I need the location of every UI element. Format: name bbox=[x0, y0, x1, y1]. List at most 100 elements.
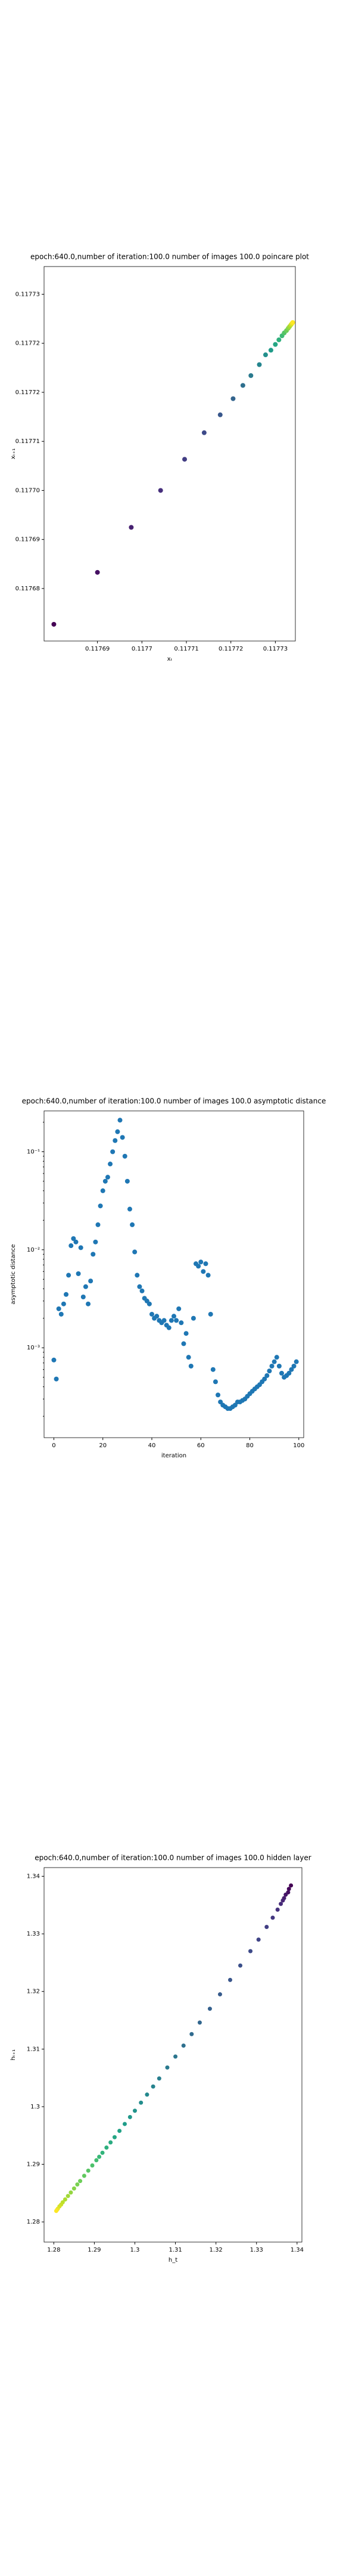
point bbox=[217, 412, 223, 417]
point bbox=[198, 1259, 204, 1265]
point bbox=[174, 1318, 179, 1323]
point bbox=[264, 1373, 270, 1378]
point bbox=[112, 2135, 117, 2140]
point bbox=[182, 457, 188, 462]
point bbox=[66, 1272, 71, 1278]
point bbox=[56, 1306, 61, 1311]
chart-title: epoch:640.0,number of iteration:100.0 nu… bbox=[30, 253, 309, 261]
point bbox=[186, 1355, 191, 1360]
point bbox=[120, 1135, 125, 1140]
y-tick-label: 1.32 bbox=[27, 1989, 40, 1995]
point bbox=[88, 1278, 93, 1284]
point bbox=[83, 1284, 88, 1289]
point bbox=[196, 1264, 201, 1269]
point bbox=[149, 1311, 154, 1317]
point bbox=[276, 337, 282, 342]
point bbox=[165, 2065, 170, 2070]
point bbox=[51, 621, 57, 627]
x-axis-label: xₜ bbox=[167, 656, 173, 662]
point bbox=[100, 2150, 105, 2155]
point bbox=[146, 1301, 152, 1306]
x-tick-label: 1.3 bbox=[130, 2247, 140, 2253]
point bbox=[286, 1887, 291, 1891]
point bbox=[283, 1892, 288, 1897]
point bbox=[108, 2140, 113, 2145]
point bbox=[181, 2044, 186, 2048]
point bbox=[289, 1367, 294, 1372]
x-tick-label: 40 bbox=[148, 1442, 156, 1449]
x-tick-label: 0.11773 bbox=[263, 646, 288, 652]
point bbox=[291, 1363, 297, 1368]
point bbox=[133, 2109, 138, 2113]
x-tick-label: 0.11769 bbox=[85, 646, 110, 652]
point bbox=[76, 1271, 81, 1276]
y-tick-label: 0.11769 bbox=[15, 537, 40, 543]
point bbox=[188, 1363, 194, 1368]
point bbox=[78, 1245, 83, 1250]
point bbox=[64, 1292, 69, 1297]
point bbox=[273, 342, 278, 347]
point bbox=[122, 2122, 127, 2126]
point bbox=[166, 1325, 172, 1330]
point bbox=[169, 1318, 174, 1323]
point bbox=[276, 1363, 282, 1368]
chart: epoch:640.0,number of iteration:100.0 nu… bbox=[10, 1854, 311, 2264]
point bbox=[248, 1949, 253, 1953]
point bbox=[213, 1379, 218, 1385]
y-tick-label: 0.11772 bbox=[15, 340, 40, 347]
point bbox=[124, 1178, 130, 1184]
point bbox=[110, 1149, 116, 1154]
point bbox=[68, 2190, 73, 2195]
y-tick-label: 1.29 bbox=[27, 2162, 40, 2168]
chart: epoch:640.0,number of iteration:100.0 nu… bbox=[10, 1097, 326, 1460]
point bbox=[264, 1925, 269, 1930]
x-tick-label: 1.31 bbox=[169, 2247, 182, 2253]
point bbox=[132, 1249, 138, 1255]
y-axis-label: hₜ₊₁ bbox=[10, 2049, 17, 2061]
point bbox=[203, 1261, 208, 1267]
point bbox=[54, 1376, 59, 1382]
y-tick-label: 0.11770 bbox=[15, 487, 40, 494]
point bbox=[172, 1314, 176, 1319]
y-tick-label: 1.28 bbox=[27, 2219, 40, 2225]
y-tick-label: 0.11768 bbox=[15, 586, 40, 592]
point bbox=[127, 1206, 132, 1212]
point bbox=[262, 1376, 267, 1382]
point bbox=[263, 352, 268, 358]
point bbox=[227, 1977, 232, 1982]
point bbox=[208, 1311, 213, 1317]
x-tick-label: 1.29 bbox=[88, 2247, 101, 2253]
y-tick-label: 0.11771 bbox=[15, 438, 40, 445]
point bbox=[58, 1311, 64, 1317]
x-tick-label: 100 bbox=[293, 1442, 304, 1449]
y-axis-label: xₜ₊₁ bbox=[10, 448, 17, 459]
point bbox=[267, 1368, 272, 1374]
point bbox=[286, 1370, 292, 1376]
point bbox=[95, 1222, 101, 1227]
x-tick-label: 80 bbox=[246, 1442, 254, 1449]
point bbox=[274, 1355, 279, 1360]
point bbox=[294, 1359, 299, 1364]
point bbox=[130, 1222, 135, 1227]
point bbox=[102, 1178, 108, 1184]
y-tick-label: 1.34 bbox=[27, 1873, 40, 1880]
point bbox=[93, 1239, 98, 1244]
point bbox=[98, 1203, 103, 1209]
chart-title: epoch:640.0,number of iteration:100.0 nu… bbox=[22, 1097, 326, 1106]
point bbox=[268, 348, 273, 353]
y-tick-label: 1.3 bbox=[30, 2104, 40, 2110]
point bbox=[205, 1272, 211, 1278]
chart-title: epoch:640.0,number of iteration:100.0 nu… bbox=[35, 1854, 311, 1862]
point bbox=[280, 1898, 285, 1903]
point bbox=[248, 373, 254, 378]
point bbox=[80, 1295, 86, 1300]
point bbox=[105, 1175, 110, 1180]
point bbox=[94, 2158, 99, 2163]
point bbox=[191, 1315, 196, 1321]
point bbox=[122, 1154, 127, 1159]
point bbox=[270, 1915, 275, 1920]
point bbox=[289, 1883, 294, 1888]
y-tick-label: 1.31 bbox=[27, 2046, 40, 2052]
x-tick-label: 0 bbox=[52, 1442, 55, 1449]
point bbox=[108, 1162, 113, 1167]
